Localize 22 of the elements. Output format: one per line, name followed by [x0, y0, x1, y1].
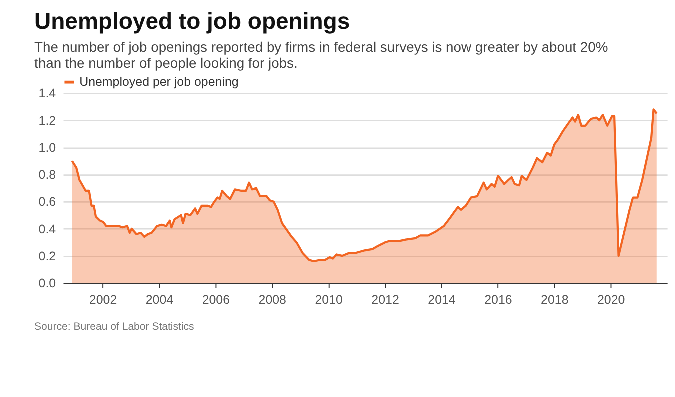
y-tick-label: 0.6	[38, 195, 56, 210]
legend-label: Unemployed per job opening	[80, 75, 239, 90]
y-tick-label: 0.4	[38, 222, 56, 236]
x-tick-label: 2018	[541, 292, 569, 307]
y-tick-label: 1.4	[38, 86, 56, 101]
y-tick-label: 0.2	[38, 249, 56, 264]
chart-subtitle: The number of job openings reported by firms in federal surveys is now greater by about 20% than the number of people looking for jobs.	[34, 39, 608, 71]
chart-title: Unemployed to job openings	[34, 8, 350, 34]
x-tick-label: 2006	[202, 292, 230, 307]
y-tick-label: 1.0	[38, 140, 56, 155]
x-tick-label: 2008	[258, 292, 287, 307]
y-tick-label: 0.8	[38, 168, 56, 182]
x-tick-label: 2010	[315, 292, 344, 307]
y-tick-label: 1.2	[38, 114, 56, 128]
x-tick-label: 2020	[597, 292, 626, 307]
x-tick-label: 2012	[372, 292, 400, 307]
x-tick-label: 2004	[146, 292, 174, 307]
x-tick-label: 2002	[89, 292, 118, 307]
x-tick-label: 2016	[484, 292, 512, 307]
y-tick-label: 0.0	[38, 276, 56, 291]
source-note: Source: Bureau of Labor Statistics	[34, 321, 194, 334]
x-tick-label: 2014	[428, 292, 456, 307]
